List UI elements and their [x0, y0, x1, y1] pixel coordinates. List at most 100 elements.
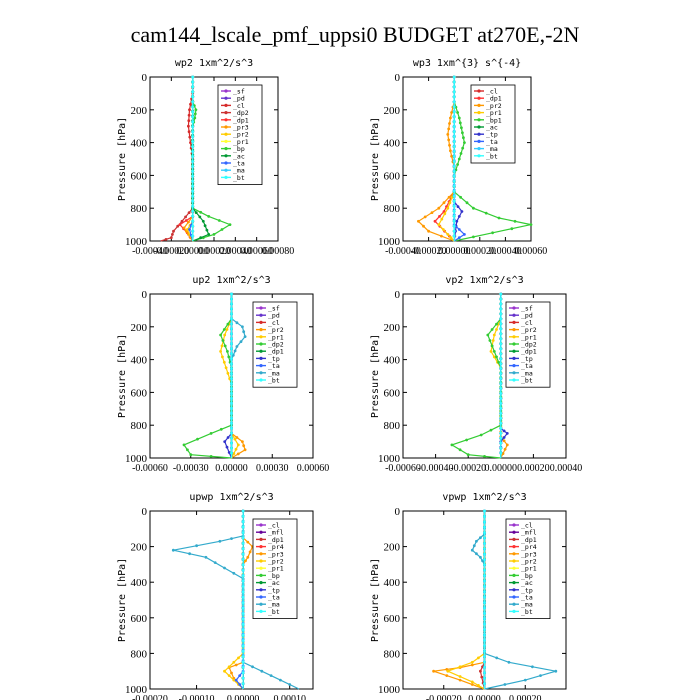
legend-label: _bp	[268, 572, 280, 580]
x-tick-label: -0.00020	[426, 694, 462, 700]
legend-marker	[224, 118, 228, 122]
y-tick-label: 400	[131, 138, 148, 150]
data-point	[230, 441, 233, 445]
x-tick-label: 0.00040	[550, 463, 583, 474]
x-tick-label: 0.00080	[262, 246, 295, 257]
legend-label: _pd	[268, 312, 280, 320]
data-point	[492, 350, 496, 353]
legend-marker	[477, 139, 481, 143]
y-tick-label: 400	[131, 355, 148, 367]
data-point	[182, 226, 186, 230]
legend-label: _tp	[268, 355, 280, 363]
chart-panel-1: wp2 1xm^2/s^3 Pressure [hPa] 0 200 400 600 800…	[117, 58, 294, 257]
panel-title: vp2 1xm^2/s^3	[445, 275, 523, 286]
legend-label: _pr2	[233, 131, 249, 139]
data-point	[230, 426, 233, 430]
data-point	[499, 357, 503, 360]
y-axis-label: Pressure [hPa]	[117, 334, 128, 418]
data-point	[230, 302, 233, 306]
data-point	[472, 544, 476, 548]
y-tick-label: 800	[384, 420, 401, 432]
legend-marker	[259, 364, 263, 368]
data-point	[483, 644, 486, 648]
data-point	[460, 210, 464, 213]
data-point	[223, 344, 227, 348]
data-point	[499, 372, 503, 375]
data-point	[237, 656, 240, 660]
data-point	[203, 224, 207, 228]
legend-marker	[259, 342, 263, 346]
data-point	[230, 406, 233, 410]
y-tick-label: 1000	[378, 453, 401, 465]
legend-label: _ta	[233, 160, 245, 168]
x-tick-label: 0.00010	[273, 694, 306, 700]
data-point	[470, 683, 474, 686]
data-point	[440, 217, 444, 221]
y-tick-label: 800	[131, 648, 148, 660]
legend-label: _pr2	[521, 326, 537, 334]
data-point	[483, 606, 486, 610]
series-markers	[182, 292, 233, 458]
data-point	[233, 437, 237, 441]
data-point	[230, 451, 233, 455]
data-point	[449, 116, 452, 120]
data-point	[470, 548, 474, 552]
x-tick-label: 0.00000	[438, 246, 471, 257]
legend-label: _dp2	[521, 341, 537, 349]
chart-panel-6: vpwp 1xm^2/s^3 Pressure [hPa] 0 200 400 600 80…	[370, 492, 567, 700]
legend-label: _tp	[486, 131, 498, 139]
data-point	[223, 669, 226, 673]
data-point	[427, 229, 430, 233]
data-point	[187, 220, 190, 224]
data-point	[492, 355, 496, 359]
legend-label: _bp	[233, 145, 245, 153]
y-tick-label: 800	[384, 203, 401, 215]
data-point	[452, 229, 456, 233]
legend-label: _mfl	[521, 529, 537, 537]
legend-marker	[477, 125, 481, 129]
legend-label: _dp1	[268, 536, 284, 544]
data-point	[230, 322, 233, 326]
legend-marker	[512, 581, 516, 585]
legend-label: _tp	[268, 586, 280, 594]
data-point	[230, 436, 233, 440]
data-point	[483, 676, 486, 680]
legend-label: _bp	[521, 572, 533, 580]
x-tick-label: -0.00040	[418, 463, 454, 474]
x-tick-label: 0.00020	[517, 463, 550, 474]
data-point	[212, 233, 216, 236]
legend: _sf_pd_cl_pr2_pr1_dp2_dp1_tp_ta_ma_bt	[252, 301, 298, 388]
data-point	[457, 236, 461, 240]
data-point	[241, 649, 245, 653]
legend-label: _ta	[268, 362, 280, 370]
data-point	[492, 333, 496, 337]
y-tick-label: 400	[384, 577, 401, 589]
legend-marker	[259, 609, 263, 614]
data-point	[198, 215, 202, 219]
legend-marker	[477, 96, 481, 100]
data-point	[452, 150, 456, 153]
legend-label: _dp2	[233, 109, 249, 117]
data-point	[452, 120, 456, 124]
data-point	[483, 639, 486, 642]
data-point	[246, 540, 250, 544]
legend-marker	[259, 559, 263, 563]
data-point	[505, 432, 509, 435]
data-point	[213, 561, 217, 564]
data-point	[193, 112, 197, 116]
data-point	[246, 555, 250, 559]
series-line-pr1	[490, 294, 502, 458]
legend-label: _bt	[486, 152, 498, 160]
data-point	[489, 350, 493, 353]
data-point	[235, 436, 239, 439]
data-point	[470, 663, 474, 667]
data-point	[191, 214, 195, 218]
data-point	[227, 674, 231, 677]
data-point	[191, 165, 195, 168]
data-point	[230, 446, 233, 450]
legend-marker	[259, 335, 263, 339]
legend-label: _cl	[521, 522, 533, 530]
legend-label: _cl	[268, 319, 280, 327]
legend-label: _bt	[233, 174, 245, 182]
